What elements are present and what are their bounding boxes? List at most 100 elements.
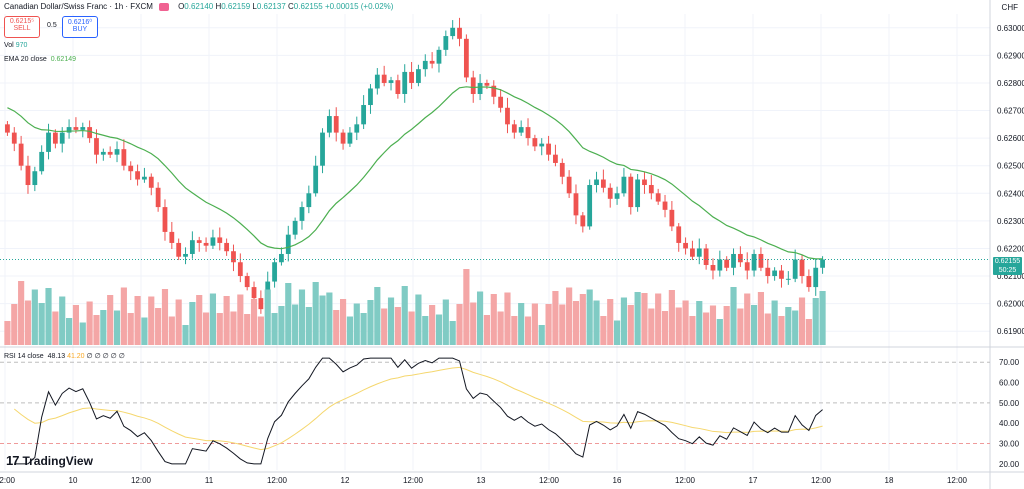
symbol-title[interactable]: Canadian Dollar/Swiss Franc · 1h · FXCM	[4, 2, 153, 11]
candle-body	[52, 132, 58, 144]
candle-body	[498, 96, 504, 108]
candle-body	[669, 209, 675, 227]
candle-body	[162, 207, 168, 232]
candle-body	[32, 171, 38, 186]
candle-body	[237, 262, 243, 277]
candle-body	[553, 154, 558, 163]
volume-bar	[785, 307, 792, 345]
currency-label[interactable]: CHF	[1001, 3, 1018, 12]
sell-button[interactable]: 0.6215⁵ SELL	[4, 16, 40, 38]
flag-icon	[159, 2, 170, 11]
volume-bar	[641, 293, 648, 345]
volume-bar	[792, 310, 799, 345]
candle-body	[614, 193, 620, 199]
candle-body	[292, 220, 298, 235]
volume-bar	[65, 318, 73, 345]
candle-body	[368, 88, 373, 106]
candle-body	[737, 253, 743, 263]
candle-body	[820, 259, 825, 268]
volume-bar	[401, 286, 408, 345]
candle-body	[258, 298, 264, 310]
volume-bar	[668, 290, 675, 345]
rsi-axis-label: 20.00	[999, 460, 1020, 469]
volume-bar	[648, 308, 655, 345]
candle-body	[155, 187, 161, 208]
volume-bar	[367, 300, 374, 345]
candle-body	[758, 253, 764, 268]
time-axis-label: 12:00	[0, 476, 16, 485]
volume-bar	[86, 301, 93, 345]
candle-body	[635, 179, 641, 208]
volume-bar	[319, 295, 326, 345]
candle-body	[128, 165, 134, 172]
price-axis-label: 0.62500	[997, 162, 1024, 171]
volume-bar	[168, 316, 175, 345]
price-axis-label: 0.62100	[997, 272, 1024, 281]
candle-body	[607, 187, 613, 199]
volume-bar	[264, 289, 271, 345]
volume-bar	[476, 291, 484, 345]
volume-bar	[812, 298, 819, 345]
candle-body	[285, 234, 291, 254]
candle-body	[169, 231, 175, 243]
tradingview-logo-icon: 17	[6, 453, 20, 468]
tradingview-logo[interactable]: 17 TradingView	[6, 453, 93, 468]
candle-body	[594, 179, 599, 186]
candle-body	[580, 215, 586, 227]
candle-body	[73, 127, 79, 130]
candle-body	[450, 27, 456, 37]
volume-bar	[545, 304, 552, 345]
candle-body	[196, 240, 202, 243]
volume-bar	[120, 287, 127, 345]
volume-bar	[771, 300, 778, 345]
rsi-axis-label: 60.00	[999, 379, 1020, 388]
ohlc-values: O0.62140 H0.62159 L0.62137 C0.62155 +0.0…	[178, 2, 394, 11]
time-axis-label: 13	[477, 476, 486, 485]
candle-body	[148, 176, 154, 188]
buy-button[interactable]: 0.6216⁰ BUY	[62, 16, 98, 38]
candle-body	[100, 151, 106, 155]
volume-bar	[607, 299, 614, 345]
candle-body	[525, 127, 531, 139]
volume-bar	[442, 299, 449, 345]
candle-body	[409, 71, 414, 83]
volume-bar	[730, 287, 737, 345]
volume-bar	[737, 308, 744, 345]
volume-bar	[223, 296, 230, 345]
time-axis-label: 12:00	[947, 476, 968, 485]
volume-bar	[566, 287, 573, 345]
time-axis-label: 17	[749, 476, 758, 485]
rsi-legend[interactable]: RSI 14 close 48.13 41.20 ∅ ∅ ∅ ∅ ∅	[4, 353, 125, 360]
candle-body	[354, 124, 360, 133]
volume-bar	[408, 311, 415, 345]
volume-bar	[216, 313, 223, 345]
volume-bar	[374, 287, 381, 345]
ema-legend[interactable]: EMA 20 close 0.62149	[4, 56, 77, 63]
candle-body	[518, 127, 524, 133]
rsi-axis-label: 40.00	[999, 419, 1020, 428]
candle-body	[436, 49, 442, 64]
volume-bar	[538, 325, 545, 345]
volume-bar	[346, 316, 354, 345]
rsi-line	[14, 357, 823, 465]
candle-body	[272, 262, 277, 282]
time-axis-label: 12:00	[403, 476, 424, 485]
candle-body	[388, 80, 394, 83]
volume-bar	[524, 316, 532, 345]
candle-body	[600, 179, 606, 188]
volume-bar	[127, 313, 134, 345]
volume-bar	[429, 305, 436, 345]
volume-bar	[805, 319, 812, 345]
volume-legend[interactable]: Vol 970	[4, 42, 28, 49]
candle-body	[203, 242, 209, 246]
price-axis-label: 0.62700	[997, 107, 1024, 116]
volume-bar	[257, 316, 264, 345]
candle-body	[477, 82, 483, 94]
volume-bar	[381, 308, 388, 345]
candle-body	[642, 179, 647, 186]
candle-body	[244, 276, 250, 288]
volume-bar	[470, 302, 477, 345]
volume-bar	[716, 319, 723, 345]
candle-body	[39, 151, 45, 172]
